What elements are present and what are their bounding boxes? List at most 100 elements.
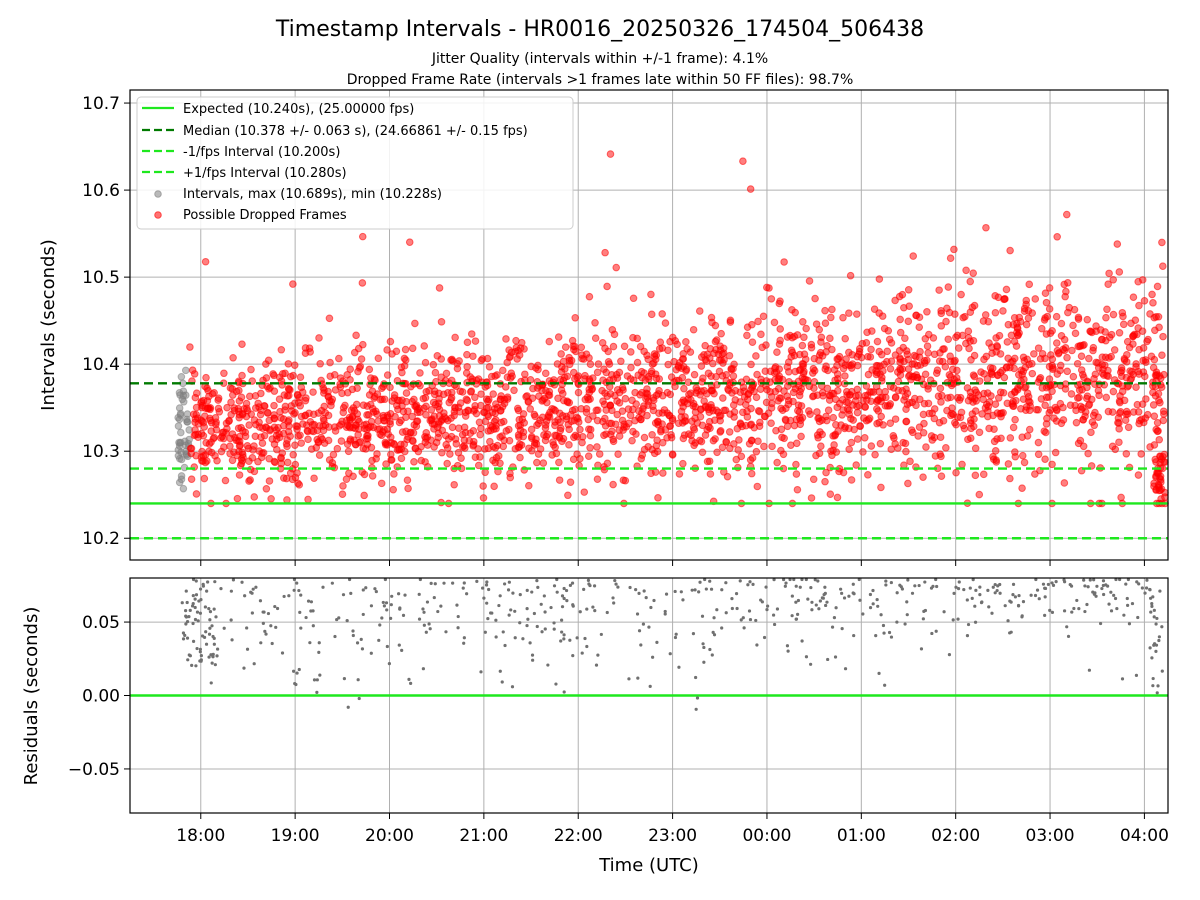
dropped-frame-point bbox=[725, 351, 734, 360]
dropped-frame-point bbox=[1159, 416, 1168, 425]
dropped-frame-point bbox=[491, 458, 499, 467]
dropped-frame-point bbox=[823, 342, 831, 350]
dropped-frame-point bbox=[1020, 304, 1029, 313]
dropped-frame-point bbox=[827, 313, 835, 322]
dropped-frame-point bbox=[319, 384, 328, 392]
residual-point bbox=[720, 626, 724, 630]
residual-point bbox=[262, 610, 266, 614]
dropped-frame-point bbox=[689, 325, 698, 334]
residual-point bbox=[562, 633, 566, 637]
dropped-frame-point bbox=[658, 420, 666, 428]
dropped-frame-point bbox=[969, 371, 978, 379]
residual-point bbox=[1008, 631, 1012, 635]
dropped-frame-point bbox=[1115, 425, 1123, 433]
residual-point bbox=[1009, 600, 1013, 604]
dropped-frame-point bbox=[613, 410, 622, 419]
dropped-frame-point bbox=[487, 372, 496, 381]
dropped-frame-point bbox=[369, 423, 378, 432]
dropped-frame-point bbox=[1161, 458, 1169, 466]
interval-point bbox=[176, 409, 185, 418]
dropped-frame-point bbox=[768, 442, 776, 451]
residual-point bbox=[613, 578, 617, 583]
residual-point bbox=[475, 579, 479, 583]
dropped-frame-point bbox=[969, 336, 978, 345]
dropped-frame-point bbox=[972, 397, 980, 405]
residual-point bbox=[191, 593, 195, 598]
dropped-frame-point bbox=[920, 419, 928, 428]
dropped-frame-point bbox=[469, 427, 478, 435]
residual-point bbox=[1020, 615, 1024, 619]
dropped-frame-point bbox=[627, 363, 635, 372]
dropped-frame-point bbox=[879, 421, 887, 429]
dropped-frame-point bbox=[201, 257, 210, 266]
residual-point bbox=[198, 650, 202, 654]
residual-point bbox=[215, 654, 219, 658]
residual-point bbox=[772, 622, 777, 627]
dropped-frame-point bbox=[946, 352, 954, 360]
dropped-frame-point bbox=[1052, 405, 1061, 414]
chart-subtitle-dropped: Dropped Frame Rate (intervals >1 frames … bbox=[347, 72, 854, 88]
dropped-frame-point bbox=[615, 432, 624, 440]
dropped-frame-point bbox=[1089, 346, 1097, 355]
residual-point bbox=[1150, 656, 1154, 660]
dropped-frame-point bbox=[743, 331, 751, 340]
dropped-frame-point bbox=[398, 428, 407, 436]
dropped-frame-point bbox=[599, 397, 607, 405]
residual-point bbox=[905, 613, 909, 617]
dropped-frame-point bbox=[554, 333, 563, 341]
residual-point bbox=[202, 635, 207, 640]
residual-point bbox=[382, 604, 386, 608]
dropped-frame-point bbox=[289, 450, 298, 459]
dropped-frame-point bbox=[770, 318, 779, 327]
dropped-frame-point bbox=[593, 475, 602, 483]
dropped-frame-point bbox=[551, 418, 559, 426]
residual-point bbox=[1098, 621, 1103, 626]
dropped-frame-point bbox=[491, 416, 500, 424]
dropped-frame-point bbox=[383, 346, 391, 354]
dropped-frame-point bbox=[343, 440, 352, 449]
dropped-frame-point bbox=[748, 320, 756, 329]
residual-point bbox=[1137, 582, 1141, 586]
dropped-frame-point bbox=[692, 389, 700, 397]
dropped-frame-point bbox=[397, 416, 405, 425]
residual-point bbox=[794, 617, 799, 621]
dropped-frame-point bbox=[463, 350, 471, 359]
residual-point bbox=[456, 614, 460, 619]
dropped-frame-point bbox=[831, 395, 840, 404]
dropped-frame-point bbox=[448, 355, 456, 364]
dropped-frame-point bbox=[678, 373, 687, 382]
dropped-frame-point bbox=[953, 366, 961, 375]
dropped-frame-point bbox=[816, 348, 825, 357]
residual-point bbox=[191, 639, 196, 643]
residual-point bbox=[184, 609, 188, 613]
dropped-frame-point bbox=[557, 350, 565, 358]
dropped-frame-point bbox=[1012, 342, 1021, 350]
dropped-frame-point bbox=[324, 436, 333, 445]
dropped-frame-point bbox=[297, 439, 306, 447]
residual-point bbox=[701, 642, 705, 646]
residual-point bbox=[1136, 615, 1140, 620]
residual-point bbox=[242, 666, 246, 670]
dropped-frame-point bbox=[1155, 474, 1164, 482]
residual-point bbox=[804, 577, 808, 582]
dropped-frame-point bbox=[675, 470, 684, 478]
dropped-frame-point bbox=[954, 344, 963, 352]
residual-point bbox=[530, 590, 534, 594]
dropped-frame-point bbox=[838, 411, 846, 419]
dropped-frame-point bbox=[250, 442, 258, 450]
dropped-frame-point bbox=[1073, 394, 1082, 402]
residual-point bbox=[852, 633, 856, 638]
residual-point bbox=[198, 647, 202, 651]
dropped-frame-point bbox=[711, 321, 720, 330]
dropped-frame-point bbox=[915, 323, 924, 331]
residual-point bbox=[747, 609, 752, 613]
dropped-frame-point bbox=[716, 427, 725, 435]
dropped-frame-point bbox=[1095, 391, 1103, 400]
residual-point bbox=[635, 612, 640, 616]
dropped-frame-point bbox=[1042, 383, 1051, 392]
dropped-frame-point bbox=[691, 408, 700, 416]
residual-point bbox=[1134, 673, 1139, 677]
dropped-frame-point bbox=[186, 343, 194, 351]
dropped-frame-point bbox=[564, 491, 572, 500]
dropped-frame-point bbox=[1151, 326, 1159, 335]
